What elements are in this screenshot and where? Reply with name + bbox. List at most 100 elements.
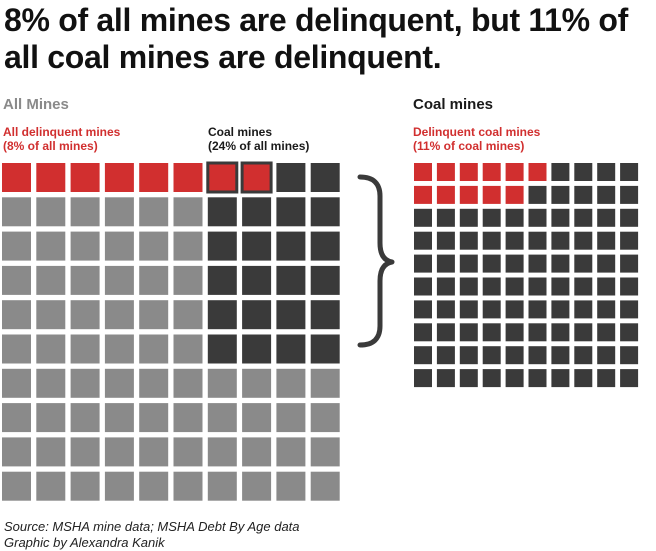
waffle-square-other: [36, 197, 66, 227]
waffle-square-coal: [505, 254, 524, 273]
waffle-square-other: [70, 231, 100, 261]
waffle-square-delinquent-coal: [436, 163, 455, 181]
waffle-square-coal: [574, 185, 593, 204]
left-delinquent-label-line1: All delinquent mines: [3, 125, 121, 139]
waffle-square-coal: [551, 346, 570, 365]
waffle-square-coal: [482, 369, 501, 388]
waffle-square-delinquent-coal: [436, 185, 455, 204]
waffle-square-coal: [459, 346, 478, 365]
left-delinquent-label: All delinquent mines (8% of all mines): [3, 125, 120, 153]
waffle-square-coal: [574, 254, 593, 273]
waffle-square-other: [36, 403, 66, 433]
curly-brace: [357, 174, 395, 348]
waffle-square-coal: [276, 197, 306, 227]
waffle-square-coal: [242, 231, 272, 261]
left-coal-label-line2: (24% of all mines): [208, 139, 310, 153]
waffle-square-delinquent: [104, 163, 134, 192]
waffle-square-coal: [528, 208, 547, 227]
waffle-square-coal: [528, 346, 547, 365]
waffle-square-coal: [505, 231, 524, 250]
waffle-square-coal: [505, 300, 524, 319]
source-line: Source: MSHA mine data; MSHA Debt By Age…: [4, 519, 300, 534]
waffle-square-coal: [551, 185, 570, 204]
waffle-square-coal: [276, 265, 306, 295]
waffle-square-other: [207, 403, 237, 433]
waffle-square-coal: [459, 300, 478, 319]
waffle-square-coal: [505, 277, 524, 296]
waffle-square-other: [70, 368, 100, 398]
waffle-square-coal: [620, 369, 639, 388]
waffle-square-coal: [505, 323, 524, 342]
waffle-square-coal: [482, 277, 501, 296]
waffle-square-coal: [482, 346, 501, 365]
waffle-square-other: [310, 368, 340, 398]
waffle-square-coal: [436, 300, 455, 319]
waffle-square-coal: [310, 231, 340, 261]
waffle-square-coal: [242, 197, 272, 227]
waffle-square-delinquent-coal: [482, 185, 501, 204]
waffle-square-other: [242, 403, 272, 433]
waffle-square-coal: [551, 369, 570, 388]
waffle-square-other: [2, 197, 31, 227]
waffle-square-coal: [436, 346, 455, 365]
waffle-square-delinquent: [2, 163, 31, 192]
waffle-square-coal: [620, 300, 639, 319]
waffle-square-delinquent: [173, 163, 203, 192]
waffle-square-coal: [597, 163, 616, 181]
waffle-square-coal: [482, 208, 501, 227]
waffle-square-coal: [574, 346, 593, 365]
waffle-square-coal: [574, 208, 593, 227]
waffle-square-other: [173, 265, 203, 295]
waffle-square-coal: [459, 231, 478, 250]
waffle-square-other: [36, 265, 66, 295]
waffle-square-other: [104, 334, 134, 364]
waffle-square-other: [207, 437, 237, 467]
left-chart-title: All Mines: [3, 96, 69, 113]
waffle-square-coal: [528, 323, 547, 342]
waffle-square-coal: [597, 323, 616, 342]
waffle-square-coal: [414, 346, 432, 365]
waffle-square-other: [2, 368, 31, 398]
waffle-square-coal: [310, 334, 340, 364]
waffle-square-coal: [505, 346, 524, 365]
left-coal-label: Coal mines (24% of all mines): [208, 125, 309, 153]
waffle-square-coal: [528, 185, 547, 204]
waffle-square-other: [139, 197, 169, 227]
waffle-square-other: [173, 403, 203, 433]
waffle-square-other: [104, 265, 134, 295]
waffle-square-coal: [436, 369, 455, 388]
waffle-square-coal: [597, 346, 616, 365]
waffle-square-coal: [620, 346, 639, 365]
waffle-square-coal: [436, 323, 455, 342]
waffle-square-coal: [310, 163, 340, 192]
waffle-square-delinquent-coal: [414, 185, 432, 204]
waffle-square-other: [36, 471, 66, 501]
waffle-square-coal: [505, 208, 524, 227]
right-delinquent-label: Delinquent coal mines (11% of coal mines…: [413, 125, 540, 153]
waffle-square-coal: [528, 231, 547, 250]
waffle-square-coal: [551, 300, 570, 319]
waffle-square-other: [36, 334, 66, 364]
waffle-square-coal: [620, 208, 639, 227]
waffle-square-coal: [574, 277, 593, 296]
waffle-square-coal: [276, 300, 306, 330]
waffle-square-coal: [597, 277, 616, 296]
waffle-square-coal: [276, 231, 306, 261]
waffle-square-coal: [574, 231, 593, 250]
waffle-square-other: [276, 368, 306, 398]
waffle-square-other: [173, 368, 203, 398]
waffle-square-coal: [207, 265, 237, 295]
left-coal-label-line1: Coal mines: [208, 125, 273, 139]
chart-title: 8% of all mines are delinquent, but 11% …: [4, 2, 628, 75]
waffle-square-coal: [528, 369, 547, 388]
waffle-square-coal: [528, 277, 547, 296]
waffle-square-coal: [276, 163, 306, 192]
waffle-square-delinquent-coal: [505, 163, 524, 181]
waffle-square-coal: [482, 254, 501, 273]
waffle-square-other: [139, 300, 169, 330]
waffle-square-coal: [597, 254, 616, 273]
waffle-square-coal: [620, 231, 639, 250]
waffle-square-other: [104, 300, 134, 330]
waffle-square-coal: [551, 231, 570, 250]
